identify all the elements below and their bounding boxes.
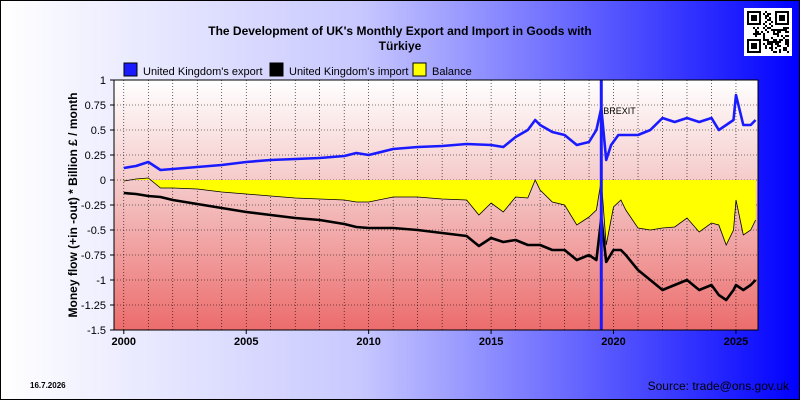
y-tick-label: -1 <box>96 275 106 287</box>
chart-title-line2: Türkiye <box>379 39 422 53</box>
legend: United Kingdom's export United Kingdom's… <box>123 62 472 78</box>
series-export-line <box>123 93 757 172</box>
y-axis-label: Money flow (+in -out) * Billion £ / mont… <box>66 93 80 318</box>
x-tick-label: 2025 <box>724 336 748 348</box>
y-axis: 1 0.75 0.5 0.25 0 -0.25 -0.5 -0.75 -1 -1.25 -1.5 <box>81 75 114 337</box>
y-tick-label: -0.25 <box>81 200 106 212</box>
y-tick-label: 0.5 <box>91 125 106 137</box>
x-tick-label: 2010 <box>356 336 380 348</box>
legend-swatch-export <box>123 62 138 77</box>
x-axis: 2000 2005 2010 2015 2020 2025 <box>112 330 748 348</box>
x-tick-label: 2020 <box>601 336 625 348</box>
legend-item-balance: Balance <box>412 62 472 78</box>
chart-title: The Development of UK's Monthly Export a… <box>208 24 592 38</box>
qr-code-icon <box>744 8 792 56</box>
source-credit: Source: trade@ons.gov.uk <box>648 379 790 393</box>
legend-swatch-import <box>269 62 284 77</box>
brexit-label: BREXIT <box>603 106 636 116</box>
y-tick-label: 0 <box>100 175 106 187</box>
y-tick-label: -1.25 <box>81 300 106 312</box>
x-tick-label: 2000 <box>112 336 136 348</box>
legend-item-import: United Kingdom's import <box>269 62 409 78</box>
date-stamp: 16.7.2026 <box>30 381 66 390</box>
legend-label-export: United Kingdom's export <box>143 66 263 78</box>
y-tick-label: -0.5 <box>87 225 106 237</box>
series-balance-line <box>123 177 756 247</box>
series-import-line <box>123 191 757 302</box>
brexit-marker: BREXIT <box>599 80 636 330</box>
legend-label-import: United Kingdom's import <box>289 66 409 78</box>
series-layer <box>123 93 757 302</box>
x-tick-label: 2015 <box>479 336 503 348</box>
y-tick-label: 1 <box>100 75 106 87</box>
x-tick-label: 2005 <box>234 336 258 348</box>
series-balance-area <box>123 178 756 245</box>
y-tick-label: -1.5 <box>87 325 106 337</box>
y-tick-label: 0.25 <box>85 150 106 162</box>
legend-item-export: United Kingdom's export <box>123 62 263 78</box>
legend-label-balance: Balance <box>432 66 472 78</box>
legend-swatch-balance <box>412 62 427 77</box>
y-tick-label: 0.75 <box>85 100 106 112</box>
y-tick-label: -0.75 <box>81 250 106 262</box>
